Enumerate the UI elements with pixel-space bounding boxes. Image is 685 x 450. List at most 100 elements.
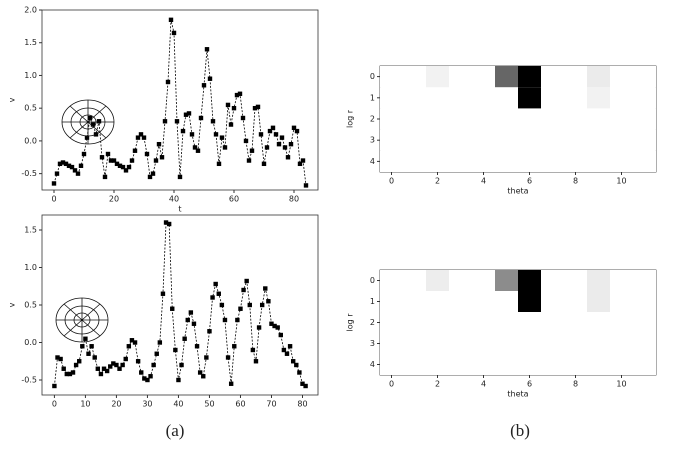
heatmap-cell — [564, 354, 587, 375]
heatmap-cell — [518, 87, 541, 109]
heatmap-cell — [541, 312, 564, 333]
heatmap-cell — [380, 150, 403, 172]
marker — [225, 355, 231, 360]
heatmap-cell — [380, 291, 403, 312]
heatmap-cell — [495, 150, 518, 172]
heatmap-cell — [403, 354, 426, 375]
marker — [105, 151, 111, 157]
marker — [170, 306, 175, 311]
heatmap-cell — [518, 333, 541, 354]
x-axis-label: theta — [507, 390, 528, 399]
marker — [219, 302, 225, 308]
y-tick-label: 0.0 — [24, 136, 37, 145]
y-tick-label: 0 — [370, 276, 375, 285]
marker — [278, 332, 283, 338]
heatmap-cell — [541, 66, 564, 88]
x-tick-label: 80 — [297, 400, 307, 409]
heatmap-cell — [403, 291, 426, 312]
caption: (b) — [510, 421, 530, 440]
heatmap-cell — [633, 354, 656, 375]
heatmap-cell — [587, 270, 610, 291]
marker — [222, 145, 228, 150]
marker — [228, 122, 234, 127]
heatmap-cell — [564, 150, 587, 172]
heatmap-cell — [518, 129, 541, 151]
heatmap-cell — [518, 108, 541, 130]
heatmap-cell — [472, 129, 495, 151]
heatmap-cell — [564, 270, 587, 291]
marker — [185, 317, 190, 323]
marker — [282, 145, 288, 150]
x-tick-label: 4 — [481, 380, 486, 389]
y-tick-label: 0.5 — [24, 104, 37, 113]
marker — [145, 377, 150, 383]
x-tick-label: 10 — [616, 177, 626, 186]
heatmap-cell — [472, 354, 495, 375]
series-line — [54, 221, 306, 387]
heatmap-cell — [587, 291, 610, 312]
heatmap-cell — [472, 270, 495, 291]
marker — [114, 362, 119, 368]
marker — [297, 161, 303, 167]
x-tick-label: 8 — [573, 380, 578, 389]
marker — [54, 171, 60, 176]
heatmap-cell — [426, 270, 449, 291]
heatmap-cell — [610, 87, 633, 109]
heatmap-cell — [426, 129, 449, 151]
x-tick-label: 10 — [80, 400, 90, 409]
heatmap-cell — [449, 66, 472, 88]
marker — [264, 145, 270, 150]
heatmap-cell — [449, 291, 472, 312]
axes-frame — [41, 214, 319, 396]
heatmap-cell — [426, 87, 449, 109]
x-tick-label: 4 — [481, 177, 486, 186]
x-tick-label: 80 — [289, 195, 299, 204]
x-tick-label: 40 — [173, 400, 183, 409]
y-tick-label: 1.5 — [24, 226, 37, 235]
heatmap-cell — [564, 87, 587, 109]
heatmap-cell — [633, 312, 656, 333]
heatmap-cell — [610, 270, 633, 291]
marker — [99, 155, 105, 160]
marker — [166, 221, 172, 227]
marker — [275, 325, 280, 330]
marker — [66, 163, 72, 168]
heatmap-cell — [541, 354, 564, 375]
marker — [201, 374, 206, 379]
heatmap-cell — [587, 66, 610, 88]
marker — [179, 362, 184, 368]
heatmap-cell — [518, 312, 541, 333]
heatmap-cell — [610, 291, 633, 312]
heatmap-cell — [472, 87, 495, 109]
marker — [90, 122, 96, 127]
heatmap-cell — [426, 291, 449, 312]
marker — [69, 164, 75, 170]
marker — [150, 171, 156, 176]
marker — [70, 370, 76, 375]
heatmap-cell — [610, 354, 633, 375]
heatmap-cell — [564, 312, 587, 333]
marker — [80, 344, 85, 349]
y-tick-label: 2 — [370, 318, 375, 327]
marker — [285, 155, 291, 160]
x-tick-label: 0 — [389, 380, 394, 389]
marker — [276, 141, 282, 147]
heatmap-cell — [472, 150, 495, 172]
heatmap-cell — [449, 270, 472, 291]
marker — [194, 344, 200, 349]
heatmap-cell — [380, 129, 403, 151]
marker — [284, 351, 290, 356]
y-tick-label: 2 — [370, 115, 375, 124]
heatmap-cell — [564, 291, 587, 312]
heatmap-cell — [518, 354, 541, 375]
y-tick-label: 1.0 — [24, 263, 37, 272]
axes-frame — [41, 9, 319, 191]
heatmap-cell — [472, 108, 495, 130]
heatmap-cell — [587, 108, 610, 130]
x-tick-label: 10 — [616, 380, 626, 389]
y-tick-label: 4 — [370, 360, 375, 369]
heatmap-cell — [587, 312, 610, 333]
heatmap-cell — [495, 66, 518, 88]
marker — [78, 163, 84, 168]
heatmap-cell — [449, 333, 472, 354]
